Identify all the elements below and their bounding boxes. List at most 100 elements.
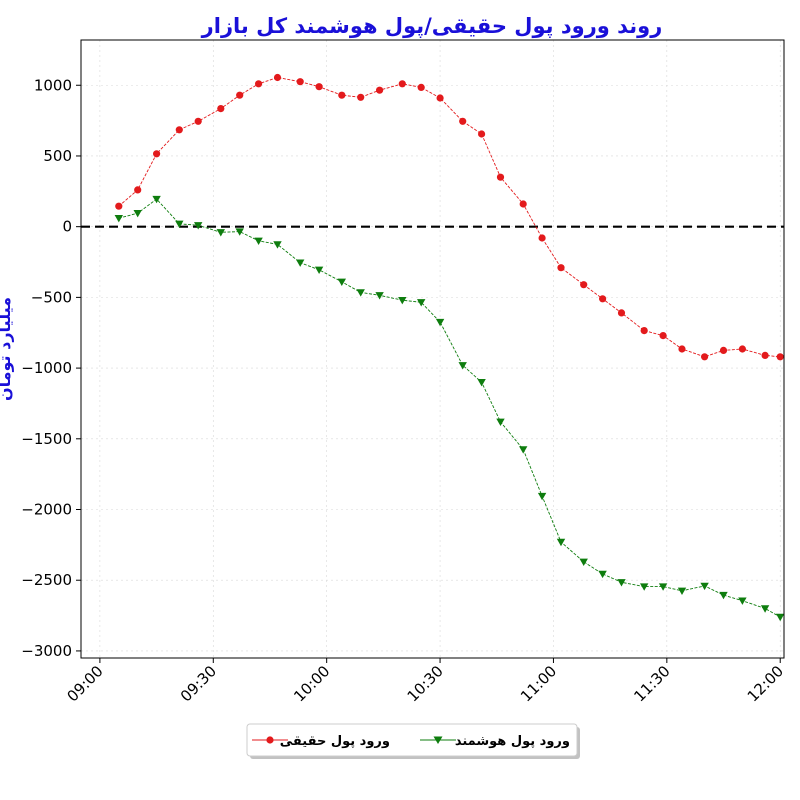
x-tick-label: 10:00 xyxy=(290,662,333,705)
data-point-smart-money xyxy=(579,558,588,566)
data-point-real-money xyxy=(617,309,626,317)
y-axis: 1000 500 0 −500 −1000 −1500 −2000 −2500 −3000 xyxy=(21,76,81,660)
data-point-real-money xyxy=(134,186,142,194)
legend-marker-real-money xyxy=(266,736,274,744)
data-point-real-money xyxy=(519,200,527,208)
data-point-real-money xyxy=(194,117,202,125)
data-point-smart-money xyxy=(640,583,649,591)
data-point-real-money xyxy=(398,80,406,88)
series-line-smart-money xyxy=(118,198,781,618)
data-point-real-money xyxy=(273,73,282,82)
data-point-smart-money xyxy=(496,418,505,426)
data-point-smart-money xyxy=(760,605,770,613)
x-tick-label: 11:00 xyxy=(517,662,560,705)
data-point-smart-money xyxy=(617,579,626,587)
data-point-smart-money xyxy=(356,289,365,297)
data-point-smart-money xyxy=(375,292,384,300)
data-point-real-money xyxy=(175,126,183,134)
x-tick-label: 09:30 xyxy=(177,662,220,705)
x-tick-label: 12:00 xyxy=(744,662,787,705)
legend-item-real-money: ورود پول حقیقی xyxy=(252,734,390,749)
data-point-smart-money xyxy=(519,446,528,454)
data-point-real-money xyxy=(678,345,686,353)
data-point-smart-money xyxy=(458,362,467,370)
data-point-real-money xyxy=(436,94,444,102)
data-point-smart-money xyxy=(175,220,184,228)
legend-label-smart-money: ورود پول هوشمند xyxy=(455,734,570,749)
legend-box xyxy=(246,723,578,757)
y-tick-label: 0 xyxy=(62,218,72,236)
grid xyxy=(81,40,784,658)
data-point-smart-money xyxy=(677,587,687,595)
plot-frame xyxy=(80,39,785,659)
data-point-real-money xyxy=(659,332,667,340)
data-point-smart-money xyxy=(598,570,607,579)
data-point-smart-money xyxy=(254,237,263,245)
data-point-smart-money xyxy=(738,597,747,605)
data-point-real-money xyxy=(580,281,588,289)
data-point-real-money xyxy=(376,86,384,94)
x-tick-label: 11:30 xyxy=(630,662,673,705)
data-point-smart-money xyxy=(477,379,486,387)
data-point-real-money xyxy=(719,346,728,354)
data-point-real-money xyxy=(496,173,505,181)
y-tick-label: −1500 xyxy=(21,430,72,448)
data-point-real-money xyxy=(640,327,648,335)
data-point-smart-money xyxy=(417,299,426,307)
data-point-smart-money xyxy=(700,582,709,591)
legend: ورود پول حقیقی ورود پول هوشمند xyxy=(246,723,580,759)
data-point-smart-money xyxy=(337,278,346,286)
data-point-real-money xyxy=(338,91,346,99)
x-tick-label: 09:00 xyxy=(63,662,106,705)
data-point-real-money xyxy=(255,80,263,88)
data-point-smart-money xyxy=(435,318,445,327)
data-point-real-money xyxy=(599,295,607,303)
y-tick-label: 1000 xyxy=(34,76,72,94)
series-smart-money xyxy=(114,195,785,622)
data-point-real-money xyxy=(478,130,486,138)
y-tick-label: 500 xyxy=(43,147,72,165)
data-point-smart-money xyxy=(398,297,407,305)
data-point-real-money xyxy=(459,117,467,125)
data-point-smart-money xyxy=(556,538,566,547)
data-point-smart-money xyxy=(194,222,203,230)
legend-item-smart-money: ورود پول هوشمند xyxy=(420,734,570,749)
data-point-smart-money xyxy=(273,241,282,249)
data-point-real-money xyxy=(296,78,304,86)
data-point-smart-money xyxy=(152,195,161,204)
series-real-money xyxy=(115,73,784,361)
data-point-real-money xyxy=(115,202,123,210)
data-point-smart-money xyxy=(314,266,324,274)
y-tick-label: −2000 xyxy=(21,501,72,519)
data-point-smart-money xyxy=(114,215,123,223)
legend-label-real-money: ورود پول حقیقی xyxy=(280,734,390,749)
x-axis: 09:00 09:30 10:00 10:30 11:00 11:30 12:00 xyxy=(63,658,787,705)
data-point-real-money xyxy=(315,83,323,91)
data-point-smart-money xyxy=(776,613,785,622)
data-point-real-money xyxy=(357,93,365,101)
series-line-real-money xyxy=(118,77,781,358)
y-tick-label: −3000 xyxy=(21,642,72,660)
data-point-real-money xyxy=(738,345,747,353)
data-point-real-money xyxy=(761,351,769,359)
data-point-real-money xyxy=(776,353,784,361)
y-axis-label: میلیارد تومان xyxy=(0,297,14,401)
y-tick-label: −500 xyxy=(31,288,72,306)
data-point-real-money xyxy=(153,150,161,158)
data-point-smart-money xyxy=(658,583,668,591)
y-tick-label: −2500 xyxy=(21,571,72,589)
data-point-real-money xyxy=(236,91,244,99)
data-point-real-money xyxy=(217,105,225,113)
data-point-smart-money xyxy=(133,210,142,218)
data-point-real-money xyxy=(701,353,709,361)
data-point-real-money xyxy=(538,234,546,242)
y-tick-label: −1000 xyxy=(21,359,72,377)
series-layer xyxy=(114,73,785,622)
data-point-smart-money xyxy=(216,229,225,237)
chart-title: روند ورود پول حقیقی/پول هوشمند کل بازار xyxy=(201,14,663,38)
data-point-smart-money xyxy=(537,492,547,501)
data-point-smart-money xyxy=(719,591,728,600)
data-point-smart-money xyxy=(296,259,305,267)
data-point-real-money xyxy=(417,83,425,91)
